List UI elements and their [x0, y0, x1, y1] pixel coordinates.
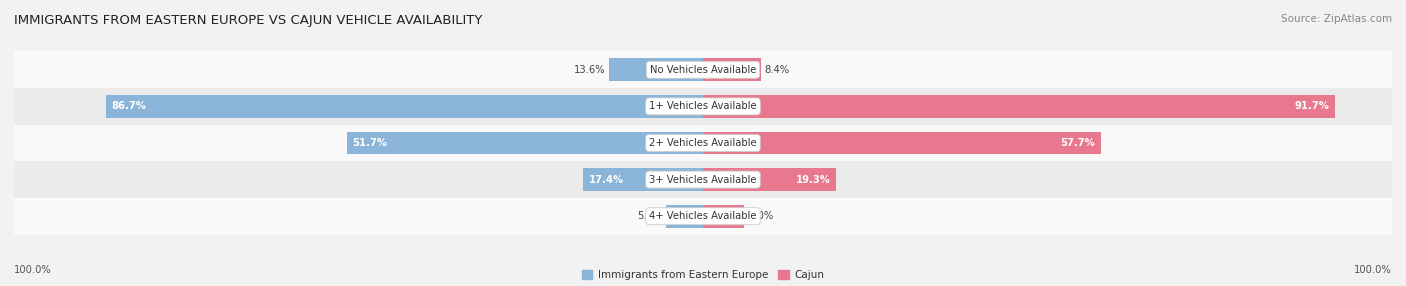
Text: 19.3%: 19.3%: [796, 175, 831, 184]
Text: 4+ Vehicles Available: 4+ Vehicles Available: [650, 211, 756, 221]
Text: 91.7%: 91.7%: [1295, 102, 1329, 111]
Text: 2+ Vehicles Available: 2+ Vehicles Available: [650, 138, 756, 148]
Bar: [14, 198, 1392, 235]
Bar: [14, 88, 1392, 125]
Text: 8.4%: 8.4%: [765, 65, 789, 75]
Text: No Vehicles Available: No Vehicles Available: [650, 65, 756, 75]
Bar: [703, 168, 837, 191]
Text: 100.0%: 100.0%: [14, 265, 52, 275]
Text: 86.7%: 86.7%: [111, 102, 146, 111]
Bar: [583, 168, 703, 191]
Legend: Immigrants from Eastern Europe, Cajun: Immigrants from Eastern Europe, Cajun: [578, 266, 828, 284]
Text: IMMIGRANTS FROM EASTERN EUROPE VS CAJUN VEHICLE AVAILABILITY: IMMIGRANTS FROM EASTERN EUROPE VS CAJUN …: [14, 14, 482, 27]
Bar: [347, 132, 703, 154]
Bar: [105, 95, 703, 118]
Text: 51.7%: 51.7%: [353, 138, 387, 148]
Bar: [703, 132, 1101, 154]
Text: 5.4%: 5.4%: [637, 211, 662, 221]
Text: 13.6%: 13.6%: [574, 65, 606, 75]
Bar: [609, 58, 703, 81]
Text: 57.7%: 57.7%: [1060, 138, 1095, 148]
Text: 17.4%: 17.4%: [589, 175, 624, 184]
Text: Source: ZipAtlas.com: Source: ZipAtlas.com: [1281, 14, 1392, 24]
Text: 1+ Vehicles Available: 1+ Vehicles Available: [650, 102, 756, 111]
Text: 6.0%: 6.0%: [748, 211, 773, 221]
Bar: [666, 205, 703, 228]
Text: 3+ Vehicles Available: 3+ Vehicles Available: [650, 175, 756, 184]
Bar: [14, 161, 1392, 198]
Bar: [14, 51, 1392, 88]
Bar: [14, 125, 1392, 161]
Text: 100.0%: 100.0%: [1354, 265, 1392, 275]
Bar: [703, 95, 1334, 118]
Bar: [703, 58, 761, 81]
Bar: [703, 205, 744, 228]
